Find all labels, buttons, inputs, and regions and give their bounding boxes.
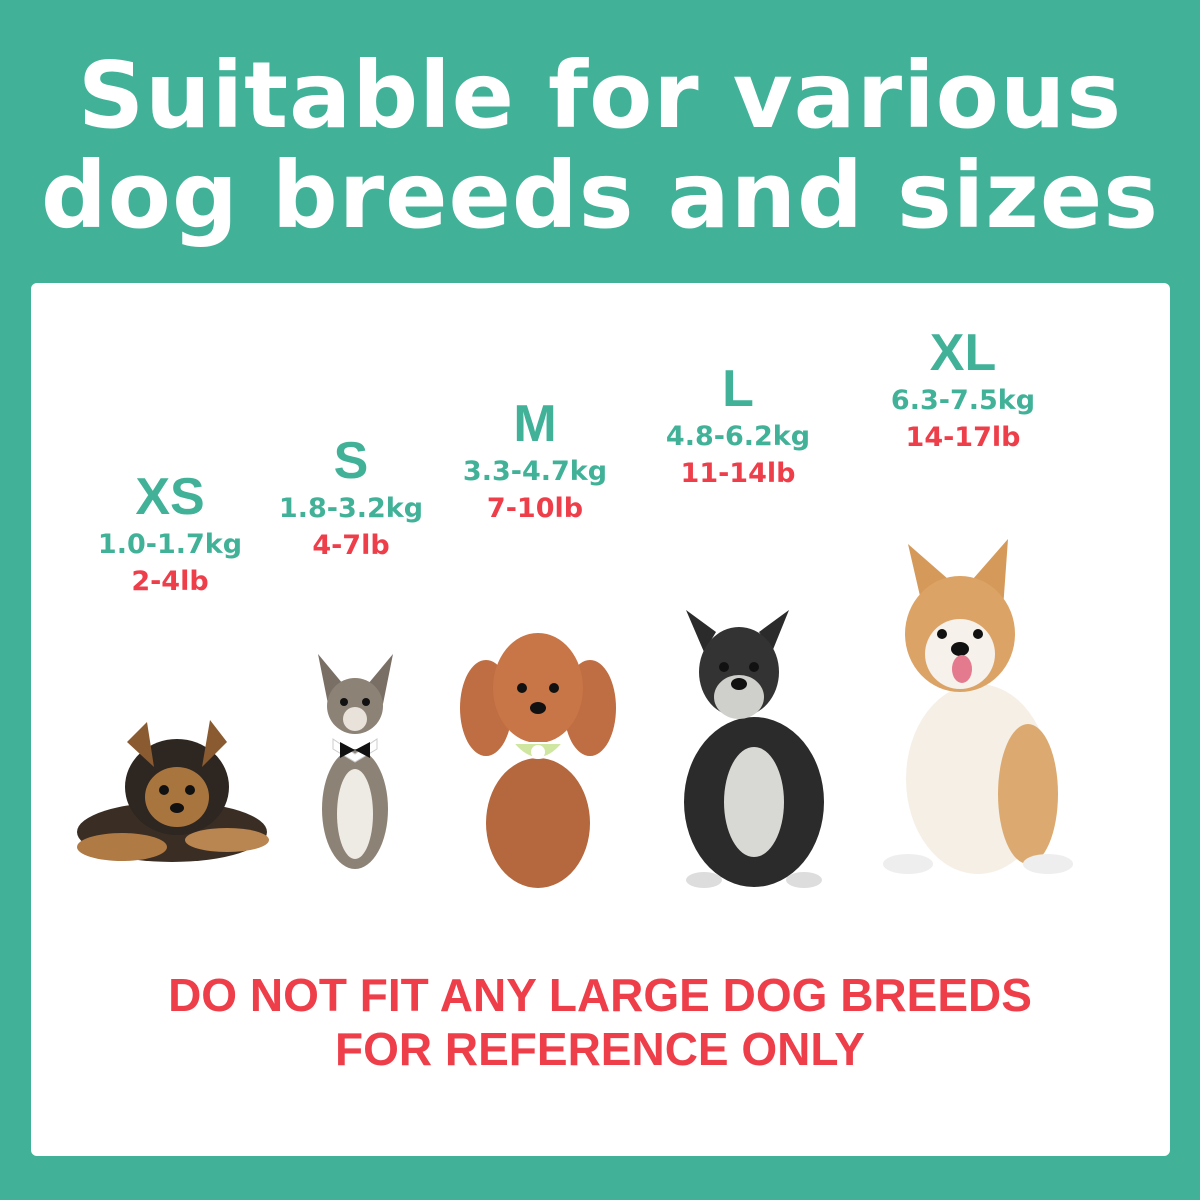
weight-lb: 7-10lb (486, 493, 584, 524)
weight-kg: 1.0-1.7kg (97, 529, 243, 560)
weight-kg: 3.3-4.7kg (462, 456, 608, 487)
weight-lb: 14-17lb (905, 422, 1021, 453)
toy-poodle-photo (460, 633, 616, 888)
size-column-xs: XS 1.0-1.7kg 2-4lb (50, 468, 290, 600)
weight-kg: 1.8-3.2kg (278, 493, 424, 524)
size-label: M (513, 395, 557, 453)
size-label: L (722, 360, 754, 418)
weight-kg: 4.8-6.2kg (665, 421, 811, 452)
chihuahua-photo (318, 654, 393, 869)
weight-lb: 4-7lb (312, 530, 390, 561)
akita-shiba-photo (883, 539, 1073, 874)
size-column-l: L 4.8-6.2kg 11-14lb (618, 360, 858, 492)
weight-lb: 11-14lb (680, 458, 796, 489)
size-column-xl: XL 6.3-7.5kg 14-17lb (843, 324, 1083, 456)
size-column-m: M 3.3-4.7kg 7-10lb (415, 395, 655, 527)
weight-kg: 6.3-7.5kg (890, 385, 1036, 416)
yorkshire-terrier-photo (77, 720, 269, 862)
size-column-s: S 1.8-3.2kg 4-7lb (231, 432, 471, 564)
size-label: XS (135, 468, 205, 526)
size-label: XL (929, 324, 997, 382)
size-label: S (333, 432, 369, 490)
warning-line-2: FOR REFERENCE ONLY (335, 1023, 865, 1075)
warning-line-1: DO NOT FIT ANY LARGE DOG BREEDS (168, 969, 1032, 1021)
weight-lb: 2-4lb (131, 566, 209, 597)
headline-line-1: Suitable for various (77, 42, 1123, 149)
miniature-schnauzer-photo (684, 610, 824, 888)
headline-line-2: dog breeds and sizes (40, 142, 1160, 249)
